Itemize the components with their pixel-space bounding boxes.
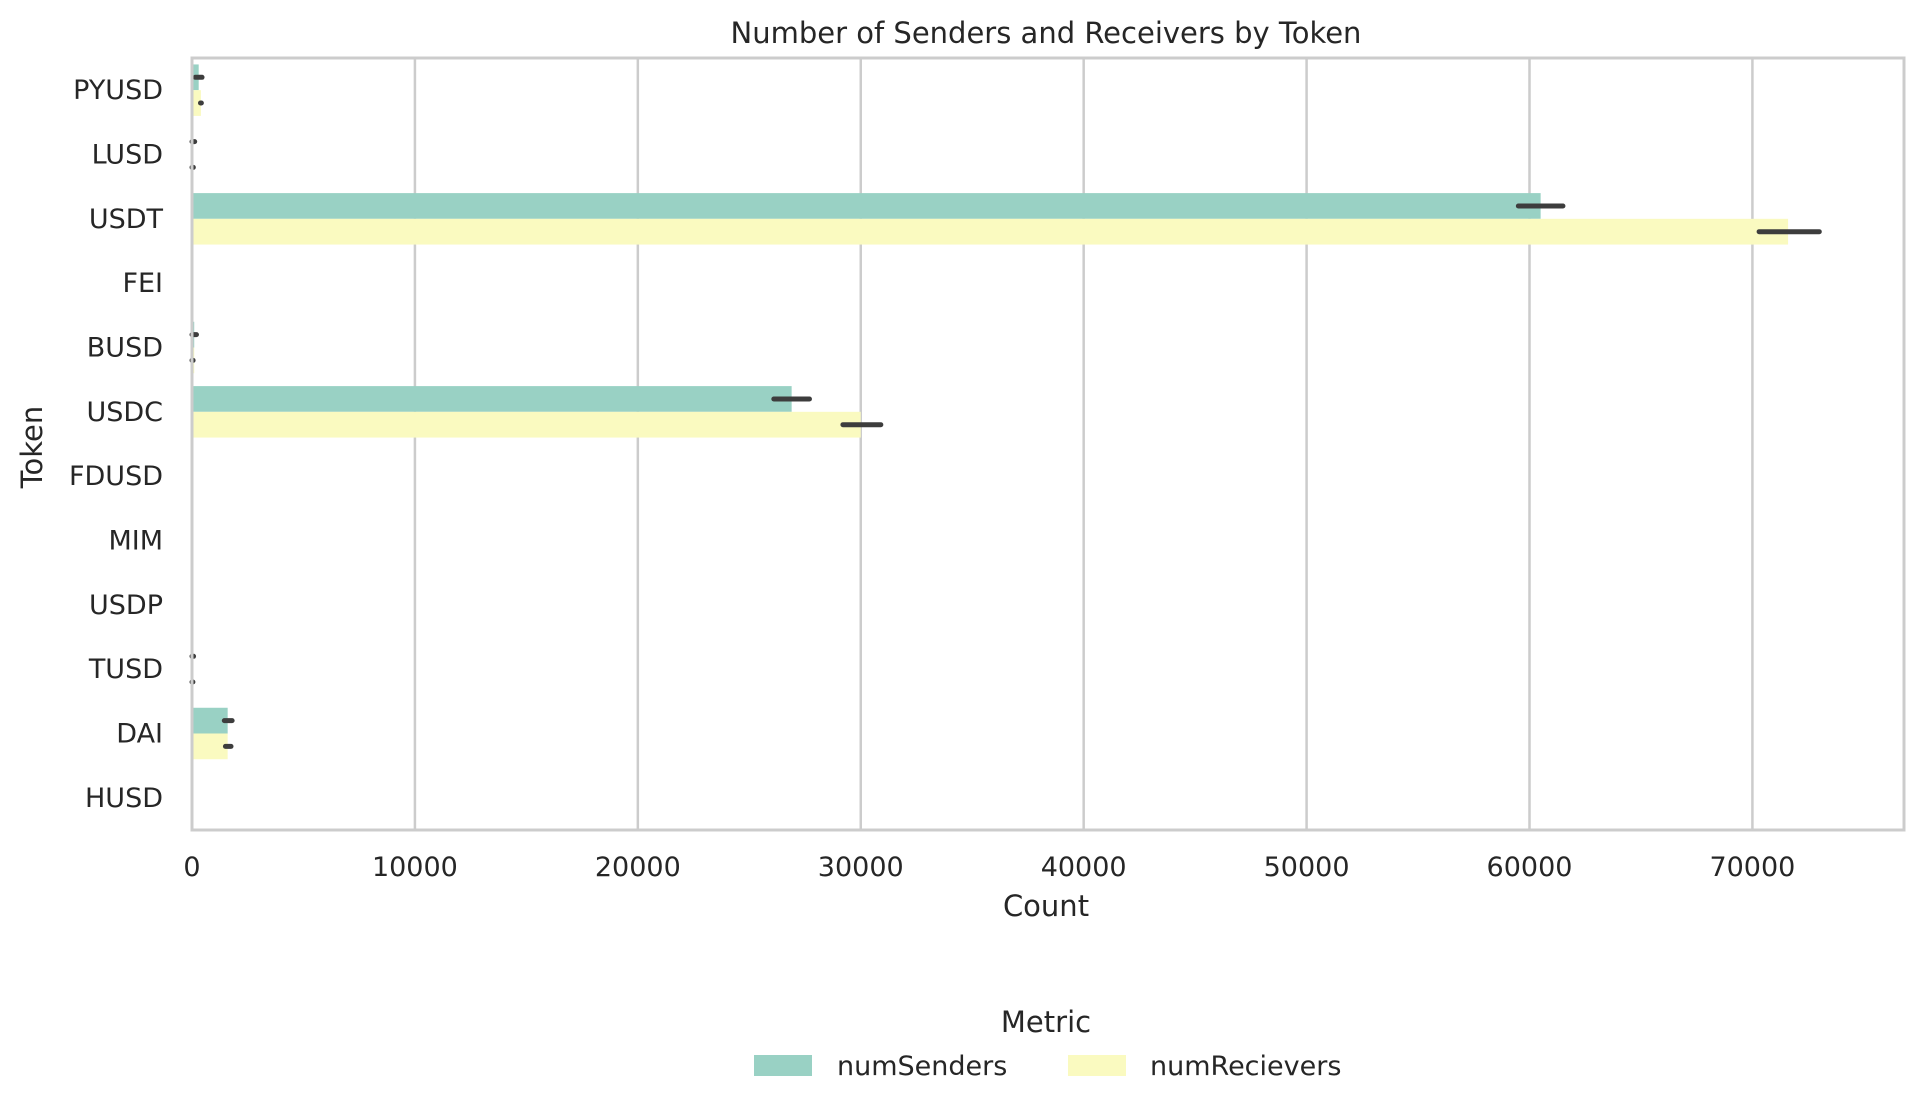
- y-tick-label: FEI: [122, 268, 163, 299]
- y-tick-labels: PYUSD LUSD USDT FEI BUSD USDC FDUSD MIM USDP TUSD…: [69, 75, 164, 814]
- bar-numRecievers-DAI: [192, 733, 228, 760]
- bar-numRecievers-USDT: [192, 218, 1789, 245]
- x-tick-label: 0: [183, 852, 200, 883]
- y-tick-label: FDUSD: [69, 461, 163, 492]
- y-tick-label: DAI: [116, 719, 163, 750]
- x-tick-labels: 0 10000 20000 30000 40000 50000 60000 70000: [183, 852, 1795, 883]
- y-tick-label: TUSD: [88, 654, 163, 685]
- bars: [192, 64, 1789, 760]
- bar-numSenders-USDT: [192, 193, 1541, 219]
- x-tick-label: 50000: [1264, 852, 1350, 883]
- bar-numRecievers-USDC: [192, 411, 861, 438]
- x-tick-label: 70000: [1709, 852, 1795, 883]
- chart-title: Number of Senders and Receivers by Token: [731, 16, 1362, 50]
- legend-title: Metric: [1001, 1005, 1091, 1039]
- plot-frame: [190, 56, 1906, 832]
- legend-label-numRecievers: numRecievers: [1150, 1051, 1341, 1082]
- bar-numRecievers-PYUSD: [192, 90, 201, 116]
- x-tick-label: 20000: [595, 852, 681, 883]
- x-tick-label: 10000: [372, 852, 458, 883]
- x-tick-label: 60000: [1487, 852, 1573, 883]
- x-tick-label: 40000: [1041, 852, 1127, 883]
- y-tick-label: USDP: [89, 590, 163, 621]
- bar-numSenders-USDC: [192, 386, 792, 412]
- legend-swatch-numSenders: [754, 1055, 812, 1076]
- y-tick-label: USDT: [89, 204, 164, 235]
- y-tick-label: PYUSD: [73, 75, 163, 106]
- legend-label-numSenders: numSenders: [837, 1051, 1007, 1082]
- legend: Metric numSenders numRecievers: [754, 1005, 1341, 1082]
- gridlines: [190, 58, 1754, 830]
- y-axis-label: Token: [15, 406, 49, 490]
- x-axis-label: Count: [1003, 889, 1089, 923]
- y-tick-label: BUSD: [87, 333, 163, 364]
- y-tick-label: HUSD: [85, 783, 163, 814]
- y-tick-label: LUSD: [92, 140, 163, 171]
- legend-swatch-numRecievers: [1068, 1055, 1126, 1076]
- y-tick-label: USDC: [86, 397, 163, 428]
- bar-numSenders-DAI: [192, 707, 228, 734]
- x-tick-label: 30000: [818, 852, 904, 883]
- y-tick-label: MIM: [108, 526, 163, 557]
